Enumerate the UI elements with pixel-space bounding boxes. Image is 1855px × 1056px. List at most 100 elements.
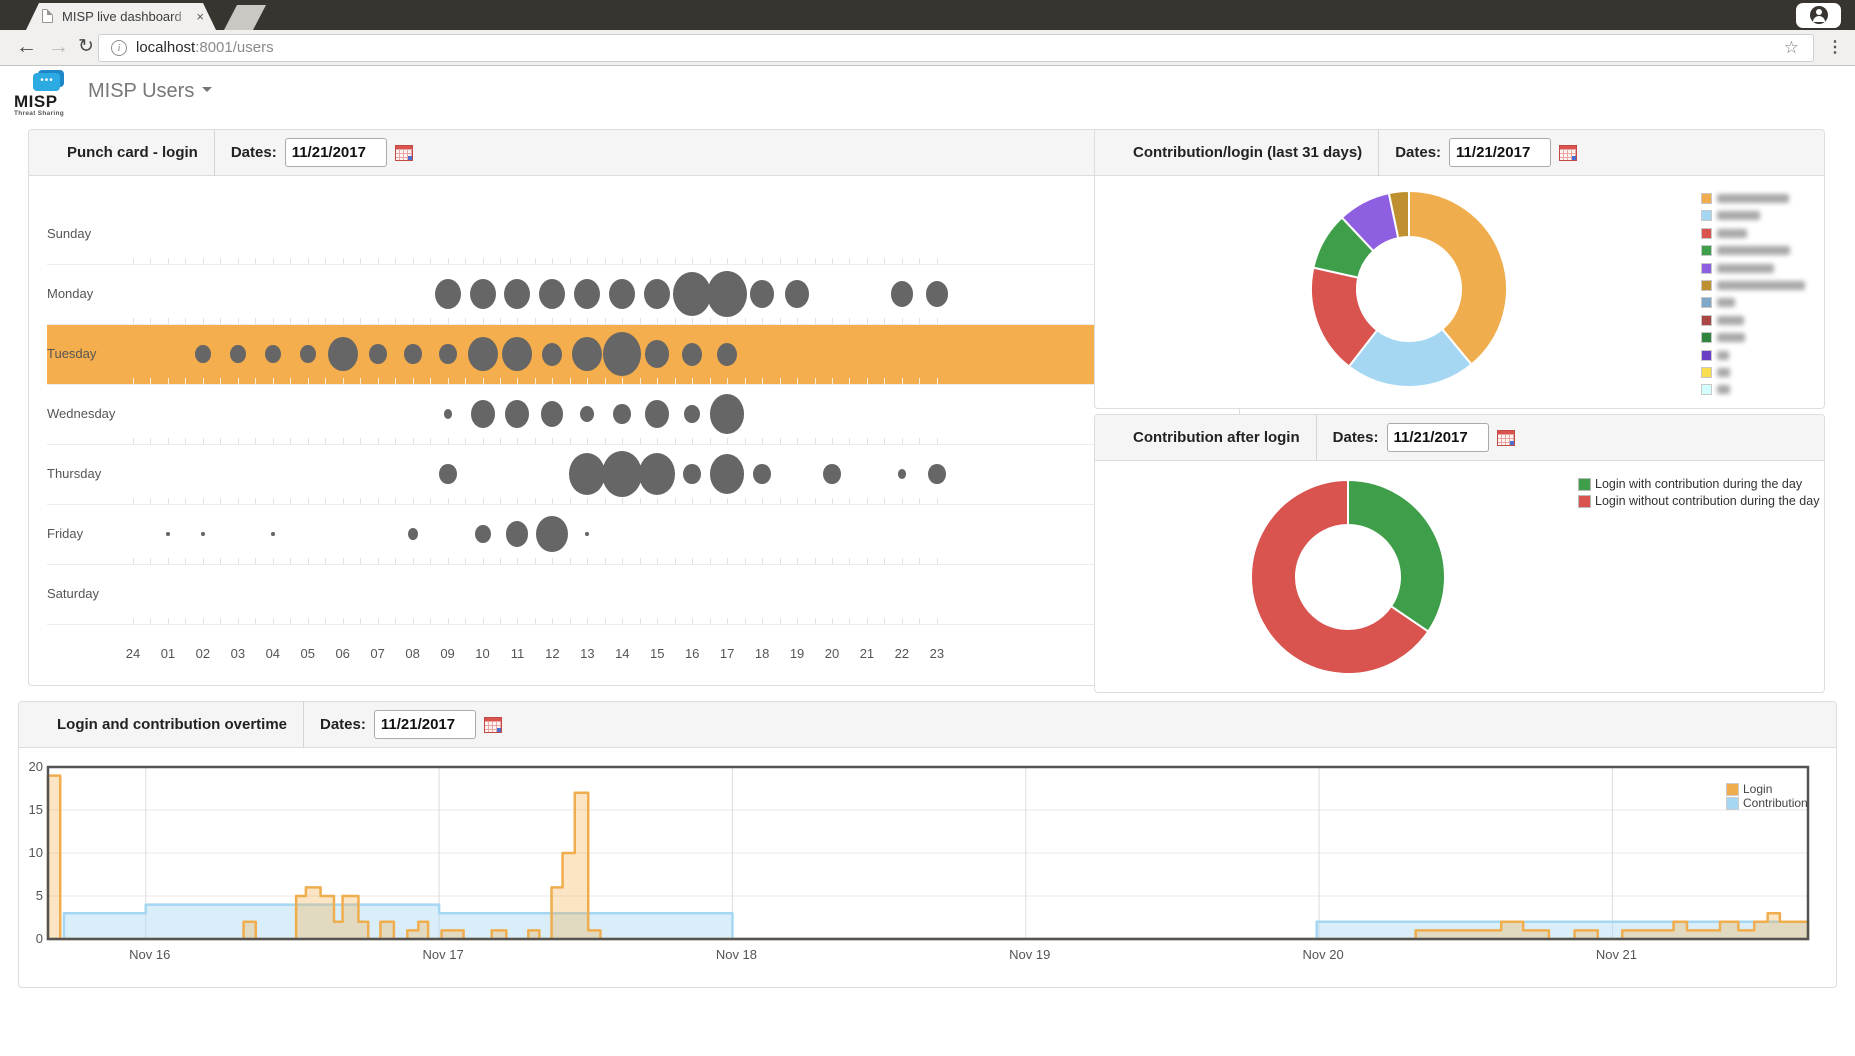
- hour-tick: [534, 618, 536, 624]
- contribution-after-date-input[interactable]: [1386, 423, 1489, 452]
- forward-button[interactable]: →: [48, 35, 69, 58]
- red-swatch-icon: [1578, 494, 1591, 508]
- calendar-icon[interactable]: [394, 144, 413, 161]
- hour-tick: [622, 558, 624, 564]
- hour-tick: [465, 618, 467, 624]
- hour-axis-label: 02: [195, 646, 211, 661]
- hour-tick: [622, 318, 624, 324]
- blurred-label: [1717, 315, 1744, 325]
- hour-tick: [884, 318, 886, 324]
- hour-tick: [377, 378, 379, 384]
- donut-slice[interactable]: [1387, 189, 1410, 240]
- hour-tick: [202, 618, 204, 624]
- hour-tick: [727, 378, 729, 384]
- profile-icon: [1810, 6, 1828, 24]
- hour-tick: [272, 558, 274, 564]
- reload-button[interactable]: ↻: [78, 36, 94, 57]
- overtime-title: Login and contribution overtime: [57, 716, 287, 733]
- hour-tick: [342, 318, 344, 324]
- hour-tick: [901, 258, 903, 264]
- x-axis-label: Nov 17: [423, 947, 464, 962]
- overtime-date-input[interactable]: [373, 710, 476, 739]
- contribution-after-header: Contribution after login Dates:: [1095, 414, 1824, 461]
- hour-axis-label: 10: [475, 646, 490, 661]
- nav-dropdown-misp-users[interactable]: MISP Users: [88, 80, 213, 103]
- url-bar[interactable]: i localhost:8001/users ☆: [98, 34, 1814, 62]
- punch-panel-header: Punch card - login Dates:: [29, 129, 1239, 176]
- url-path: :8001/users: [195, 39, 274, 56]
- hour-tick: [936, 618, 938, 624]
- hour-tick: [657, 618, 659, 624]
- misp-logo[interactable]: ••• MISP Threat Sharing: [14, 70, 66, 118]
- hour-tick: [290, 318, 292, 324]
- hour-tick: [220, 618, 222, 624]
- hour-tick: [150, 258, 152, 264]
- hour-tick: [307, 438, 309, 444]
- hour-tick: [814, 558, 816, 564]
- hour-tick: [377, 618, 379, 624]
- hour-tick: [692, 618, 694, 624]
- browser-tab[interactable]: MISP live dashboard ×: [26, 3, 216, 30]
- login-swatch-icon: [1726, 782, 1739, 796]
- hour-tick: [569, 438, 571, 444]
- contribution-login-date-input[interactable]: [1449, 138, 1552, 167]
- hour-tick: [552, 258, 554, 264]
- series-login: [46, 774, 1810, 941]
- hour-tick: [639, 258, 641, 264]
- hour-tick: [430, 618, 432, 624]
- hour-tick: [919, 258, 921, 264]
- hour-tick: [534, 438, 536, 444]
- hour-tick: [884, 258, 886, 264]
- logo-dots: •••: [40, 75, 54, 86]
- hour-tick: [884, 438, 886, 444]
- hour-tick: [220, 498, 222, 504]
- hour-tick: [325, 558, 327, 564]
- hour-tick: [167, 558, 169, 564]
- hour-tick: [150, 438, 152, 444]
- hour-tick: [255, 378, 257, 384]
- hour-tick: [604, 258, 606, 264]
- hour-tick: [377, 558, 379, 564]
- calendar-icon[interactable]: [1496, 429, 1515, 446]
- punch-date-input[interactable]: [284, 138, 387, 167]
- donut-slice[interactable]: [1347, 478, 1446, 633]
- browser-menu-icon[interactable]: ⋮: [1827, 39, 1843, 56]
- punch-dot: [194, 344, 211, 364]
- x-axis-label: Nov 21: [1596, 947, 1637, 962]
- page-info-icon[interactable]: i: [111, 40, 127, 56]
- back-button[interactable]: ←: [16, 35, 37, 58]
- hour-tick: [272, 618, 274, 624]
- profile-button[interactable]: [1796, 3, 1841, 28]
- hour-tick: [657, 258, 659, 264]
- tab-close-icon[interactable]: ×: [196, 9, 204, 24]
- hour-tick: [709, 318, 711, 324]
- hour-tick: [517, 558, 519, 564]
- donut-slice[interactable]: [1408, 189, 1508, 366]
- hour-axis-label: 05: [300, 646, 315, 661]
- donut-slice[interactable]: [1347, 327, 1473, 388]
- hour-tick: [674, 318, 676, 324]
- hour-tick: [552, 558, 554, 564]
- hour-tick: [674, 258, 676, 264]
- hour-tick: [167, 378, 169, 384]
- hour-tick: [499, 438, 501, 444]
- app-header: ••• MISP Threat Sharing MISP Users: [0, 66, 1855, 121]
- donut-slice[interactable]: [1250, 478, 1430, 675]
- hour-tick: [814, 318, 816, 324]
- calendar-icon[interactable]: [483, 716, 502, 733]
- hour-tick: [552, 438, 554, 444]
- hour-tick: [290, 498, 292, 504]
- calendar-icon[interactable]: [1559, 144, 1578, 161]
- hour-tick: [517, 438, 519, 444]
- hour-tick: [639, 318, 641, 324]
- bookmark-star-icon[interactable]: ☆: [1783, 38, 1799, 57]
- hour-axis-label: 12: [545, 646, 560, 661]
- new-tab-button[interactable]: [224, 5, 266, 30]
- url-text: localhost:8001/users: [136, 39, 274, 56]
- punch-dates-label: Dates:: [230, 144, 277, 161]
- hour-tick: [849, 318, 851, 324]
- tuesday-highlight-band[interactable]: [47, 324, 1237, 384]
- blurred-label: [1717, 281, 1805, 290]
- contribution-login-legend: [1095, 130, 1824, 408]
- hour-tick: [395, 618, 397, 624]
